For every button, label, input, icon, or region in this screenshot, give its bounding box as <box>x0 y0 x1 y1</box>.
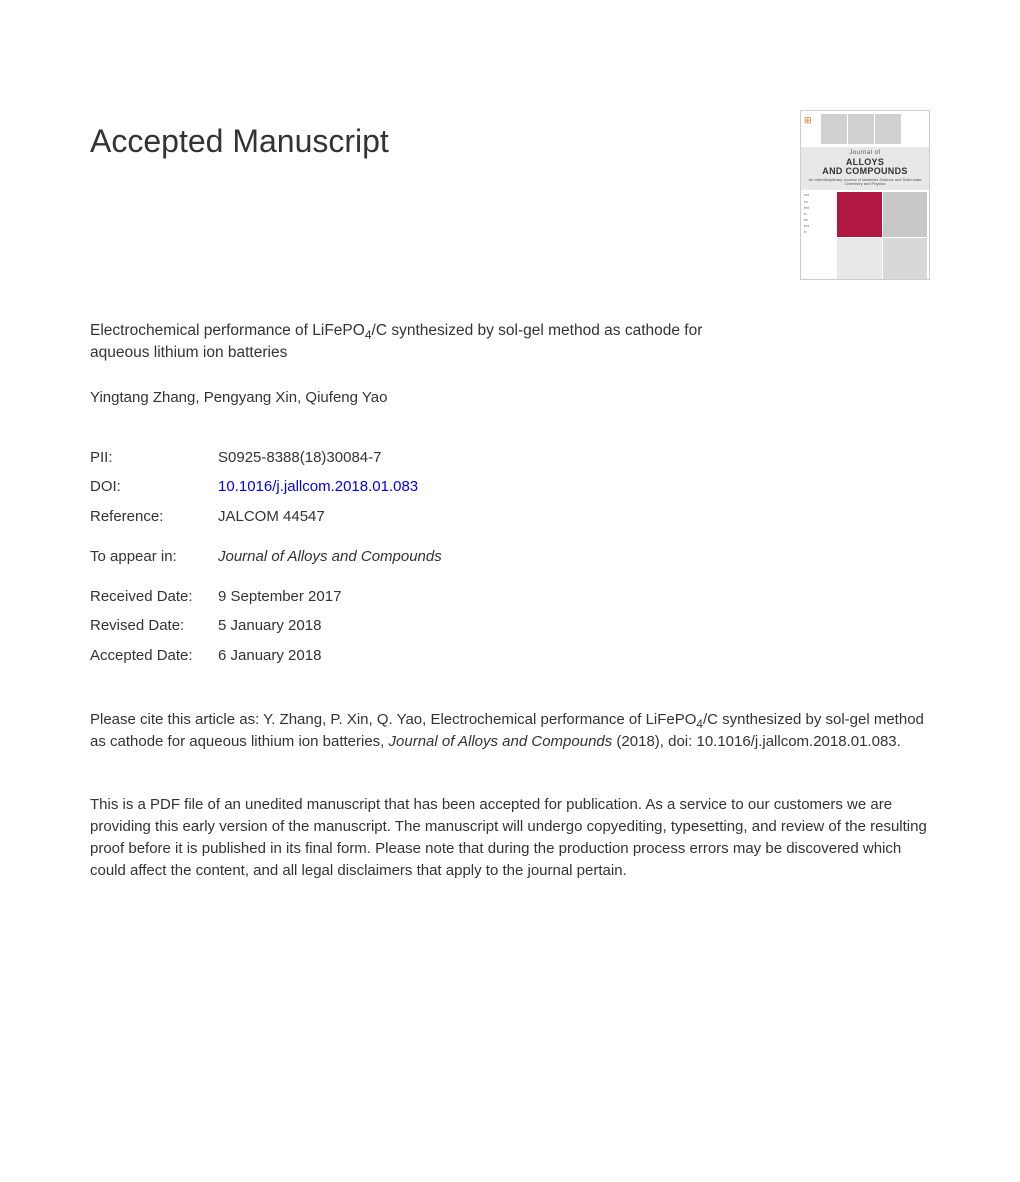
cover-journal-name-2: AND COMPOUNDS <box>805 167 925 176</box>
doi-label: DOI: <box>90 476 218 498</box>
cover-decor-blank <box>903 111 929 147</box>
meta-row-pii: PII: S0925-8388(18)30084-7 <box>90 447 930 469</box>
title-subscript: 4 <box>365 328 372 342</box>
meta-row-accepted: Accepted Date: 6 January 2018 <box>90 645 930 667</box>
spacer <box>90 576 930 586</box>
meta-row-doi: DOI: 10.1016/j.jallcom.2018.01.083 <box>90 476 930 498</box>
cover-tile <box>883 192 928 237</box>
cover-decor-bars <box>819 111 903 147</box>
pii-value: S0925-8388(18)30084-7 <box>218 447 381 469</box>
cover-top <box>801 111 929 147</box>
journal-cover-thumbnail: Journal of ALLOYS AND COMPOUNDS An Inter… <box>800 110 930 280</box>
appear-label: To appear in: <box>90 546 218 568</box>
elsevier-logo-icon <box>801 111 819 147</box>
citation-post: (2018), doi: 10.1016/j.jallcom.2018.01.0… <box>612 733 901 750</box>
page-heading: Accepted Manuscript <box>90 118 389 164</box>
cover-title-block: Journal of ALLOYS AND COMPOUNDS An Inter… <box>801 147 929 190</box>
article-authors: Yingtang Zhang, Pengyang Xin, Qiufeng Ya… <box>90 387 930 409</box>
citation-text: Please cite this article as: Y. Zhang, P… <box>90 709 930 753</box>
header-row: Accepted Manuscript Journal of ALLOYS AN… <box>90 110 930 280</box>
disclaimer-text: This is a PDF file of an unedited manusc… <box>90 794 930 881</box>
accepted-label: Accepted Date: <box>90 645 218 667</box>
cover-toc: ▪▪▪▪▪▪▪▪▪▪▪▪▪▪▪▪▪▪▪▪▪▪ <box>801 190 835 280</box>
cover-tile-accent <box>837 192 882 237</box>
meta-row-revised: Revised Date: 5 January 2018 <box>90 615 930 637</box>
cover-grid <box>835 190 929 280</box>
cover-body: ▪▪▪▪▪▪▪▪▪▪▪▪▪▪▪▪▪▪▪▪▪▪ <box>801 190 929 280</box>
meta-row-appear: To appear in: Journal of Alloys and Comp… <box>90 546 930 568</box>
received-value: 9 September 2017 <box>218 586 341 608</box>
revised-label: Revised Date: <box>90 615 218 637</box>
reference-value: JALCOM 44547 <box>218 506 325 528</box>
accepted-value: 6 January 2018 <box>218 645 321 667</box>
reference-label: Reference: <box>90 506 218 528</box>
meta-row-reference: Reference: JALCOM 44547 <box>90 506 930 528</box>
revised-value: 5 January 2018 <box>218 615 321 637</box>
cover-subtitle: An Interdisciplinary Journal of Material… <box>805 178 925 187</box>
meta-table: PII: S0925-8388(18)30084-7 DOI: 10.1016/… <box>90 447 930 667</box>
doi-link[interactable]: 10.1016/j.jallcom.2018.01.083 <box>218 476 418 498</box>
citation-journal: Journal of Alloys and Compounds <box>389 733 613 750</box>
cover-tile <box>883 238 928 280</box>
cover-tile <box>837 238 882 280</box>
spacer <box>90 536 930 546</box>
citation-pre: Please cite this article as: Y. Zhang, P… <box>90 711 696 728</box>
appear-value: Journal of Alloys and Compounds <box>218 546 442 568</box>
pii-label: PII: <box>90 447 218 469</box>
received-label: Received Date: <box>90 586 218 608</box>
article-title: Electrochemical performance of LiFePO4/C… <box>90 320 730 365</box>
meta-row-received: Received Date: 9 September 2017 <box>90 586 930 608</box>
title-pre: Electrochemical performance of LiFePO <box>90 322 365 339</box>
